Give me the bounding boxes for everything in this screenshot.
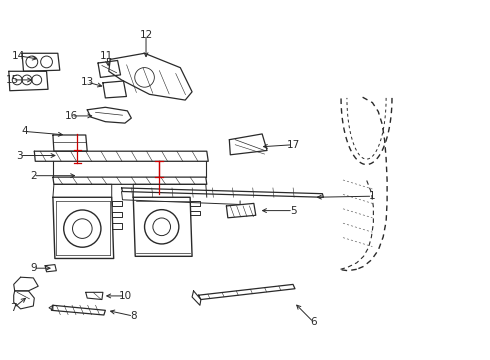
Text: 9: 9 [30,263,37,273]
Text: 2: 2 [30,171,37,181]
Text: 6: 6 [310,317,317,327]
Text: 16: 16 [64,111,78,121]
Text: 3: 3 [16,150,23,161]
Text: 5: 5 [290,206,296,216]
Text: 10: 10 [119,291,131,301]
Text: 12: 12 [139,30,153,40]
Text: 1: 1 [369,191,376,201]
Text: 15: 15 [5,75,19,85]
Text: 7: 7 [10,303,17,313]
Text: 17: 17 [286,140,300,150]
Text: 14: 14 [12,51,25,61]
Text: 4: 4 [21,126,28,136]
Text: 11: 11 [100,51,114,61]
Text: 13: 13 [80,77,94,87]
Text: 8: 8 [130,311,137,321]
